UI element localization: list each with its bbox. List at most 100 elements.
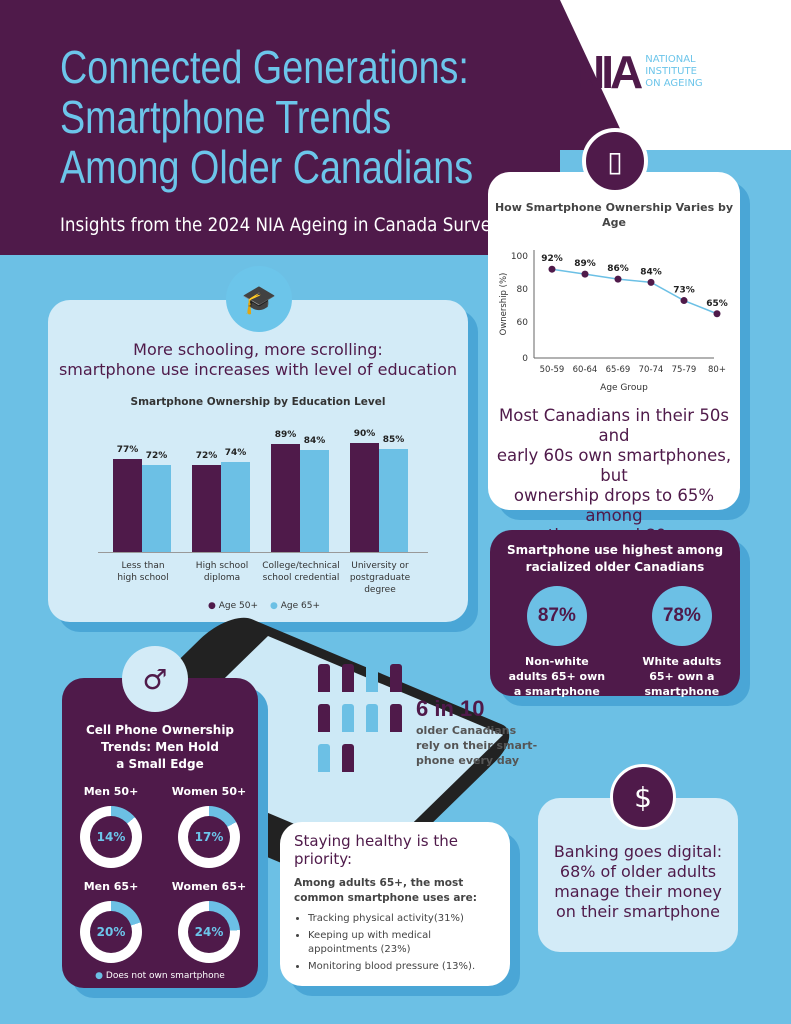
education-panel: More schooling, more scrolling: smartphon… — [48, 300, 468, 622]
health-use-item: Keeping up with medical appointments (23… — [308, 929, 502, 957]
donut-item: Men 65+ 20% — [62, 880, 160, 963]
donut-chart: 17% — [178, 806, 240, 868]
data-point — [680, 297, 688, 305]
race-stats: 87% Non-white adults 65+ own a smartphone 78… — [490, 586, 740, 699]
x-tick-label: 75-79 — [672, 365, 697, 375]
donut-item: Men 50+ 14% — [62, 785, 160, 868]
donut-label: Men 50+ — [83, 785, 139, 798]
race-label-line: smartphone — [644, 685, 720, 698]
race-label-line: White adults — [642, 655, 722, 668]
donut-chart: 14% — [80, 806, 142, 868]
race-value-circle: 87% — [526, 586, 587, 646]
legend-item: ● Age 65+ — [270, 601, 320, 611]
donut-legend: ● Does not own smartphone — [95, 971, 225, 981]
title-line: Smartphone Trends — [60, 91, 392, 143]
data-label: 84% — [640, 267, 662, 277]
category-label: University or postgraduate degree — [330, 560, 430, 596]
category-label-line: degree — [364, 585, 396, 595]
bar — [271, 444, 300, 552]
person-icon — [342, 664, 354, 692]
bar — [221, 462, 250, 552]
category-label: College/technical school credential — [251, 560, 351, 584]
bar-legend: ● Age 50+ ● Age 65+ — [208, 601, 320, 611]
person-icon — [366, 704, 378, 732]
nia-logo: NIA NATIONAL INSTITUTE ON AGEING — [572, 45, 703, 99]
race-label-line: a smartphone — [513, 685, 600, 698]
donut-value: 17% — [188, 816, 230, 858]
data-point — [614, 275, 622, 283]
donut-label: Men 65+ — [83, 880, 139, 893]
person-icon — [318, 664, 330, 692]
education-heading: More schooling, more scrolling: smartphon… — [58, 340, 458, 379]
race-panel: Smartphone use highest among racialized o… — [490, 530, 740, 699]
health-title: Staying healthy is the priority: — [294, 832, 458, 868]
bar-value-label: 89% — [274, 430, 297, 441]
data-point — [647, 278, 655, 286]
donut-value: 24% — [188, 911, 230, 953]
bar-value-label: 74% — [224, 448, 247, 459]
data-label: 92% — [541, 254, 563, 264]
x-tick-label: 65-69 — [606, 365, 631, 375]
donut-value: 14% — [90, 816, 132, 858]
data-point — [548, 265, 556, 273]
age-panel: How Smartphone Ownership Varies by Age 0… — [488, 172, 740, 545]
race-stat: 78% White adults 65+ own a smartphone — [642, 586, 721, 699]
male-symbol-icon: ♂ — [122, 646, 188, 712]
data-label: 65% — [706, 299, 728, 309]
bar-value-label: 90% — [353, 429, 376, 440]
y-tick-label: 0 — [522, 354, 528, 364]
gender-title: Cell Phone Ownership Trends: Men Hold a Sm… — [85, 723, 235, 771]
x-tick-label: 80+ — [708, 365, 726, 375]
donut-chart: 20% — [80, 901, 142, 963]
donut-grid: Men 50+ 14% Women 50+ 17% Men 65+ 20% Women 65… — [62, 785, 258, 963]
category-label: Less than high school — [93, 560, 193, 584]
bar — [113, 458, 142, 552]
data-point — [581, 270, 589, 278]
graduation-cap-icon: 🎓 — [226, 266, 292, 332]
dollar-phone-icon: $ — [610, 764, 676, 830]
logo-text: NATIONAL INSTITUTE ON AGEING — [645, 54, 703, 89]
bar-value-label: 72% — [195, 450, 218, 461]
category-label-line: University or — [351, 561, 409, 571]
people-icons — [312, 664, 412, 784]
banking-panel: Banking goes digital: 68% of older adults… — [538, 798, 738, 952]
race-label-line: 65+ own a — [649, 670, 715, 683]
series-line — [551, 268, 718, 315]
x-tick-label: 60-64 — [573, 365, 598, 375]
data-point — [713, 310, 721, 318]
bar-value-label: 84% — [303, 436, 326, 447]
bar — [300, 450, 329, 552]
age-summary: Most Canadians in their 50s and early 60s… — [496, 406, 732, 545]
donut-value: 20% — [90, 911, 132, 953]
title-line: Among Older Canadians — [60, 141, 474, 193]
data-label: 89% — [574, 259, 596, 269]
donut-item: Women 65+ 24% — [160, 880, 258, 963]
page-title: Connected Generations: Smartphone Trends… — [60, 42, 473, 192]
x-tick-label: 70-74 — [639, 365, 664, 375]
category-label-line: Less than — [121, 561, 165, 571]
bar — [192, 464, 221, 552]
bar-value-label: 85% — [382, 435, 405, 446]
donut-item: Women 50+ 17% — [160, 785, 258, 868]
donut-label: Women 50+ — [171, 785, 247, 798]
category-label-line: High school — [195, 561, 249, 571]
bar-value-label: 72% — [145, 450, 168, 461]
health-use-item: Monitoring blood pressure (13%). — [308, 960, 502, 974]
person-icon — [318, 704, 330, 732]
line-chart: 0 60 80 100 Ownership (%) Age Group 92% 50-59 89… — [499, 250, 728, 393]
person-icon — [342, 744, 354, 772]
bar-value-label: 77% — [116, 444, 139, 455]
logo-mark: NIA — [572, 46, 643, 98]
race-stat: 87% Non-white adults 65+ own a smartphone — [509, 586, 605, 699]
category-label-line: postgraduate — [349, 573, 411, 583]
subtitle: Insights from the 2024 NIA Ageing in Can… — [60, 214, 501, 236]
health-panel: Staying healthy is the priority: Among a… — [280, 822, 510, 986]
bar — [350, 443, 379, 552]
donut-label: Women 65+ — [171, 880, 247, 893]
race-label-line: Non-white — [525, 655, 589, 668]
health-use-item: Tracking physical activity(31%) — [308, 912, 502, 926]
x-axis-label: Age Group — [600, 383, 648, 393]
person-icon — [318, 744, 330, 772]
person-icon — [342, 704, 354, 732]
bar-category-labels: Less than high school High school diploma Co… — [98, 560, 428, 600]
